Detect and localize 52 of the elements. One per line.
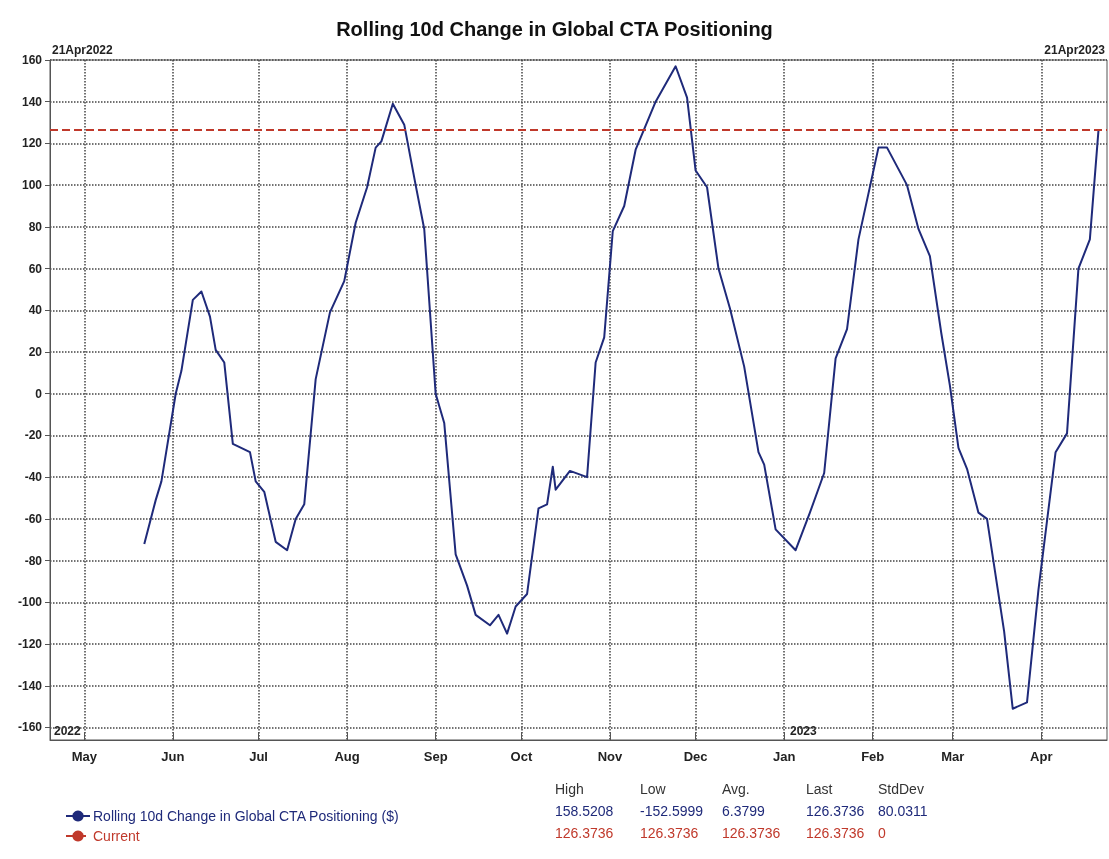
y-tick-label: -40 bbox=[24, 470, 43, 485]
legend-label: Rolling 10d Change in Global CTA Positioning ($) bbox=[93, 808, 399, 824]
y-tick-label: 80 bbox=[28, 219, 43, 234]
y-tick-label: 160 bbox=[21, 53, 43, 67]
x-tick-label: Feb bbox=[861, 749, 885, 764]
y-tick-label: 60 bbox=[28, 261, 43, 276]
x-tick-label: Sep bbox=[423, 749, 448, 764]
chart-title: Rolling 10d Change in Global CTA Positioning bbox=[336, 18, 773, 40]
x-tick-label: Jul bbox=[249, 749, 268, 764]
text: StdDev bbox=[878, 781, 924, 797]
x-tick-label: Nov bbox=[597, 749, 623, 764]
y-tick-label: 140 bbox=[21, 94, 43, 109]
text: 126.3736 bbox=[640, 825, 699, 841]
text: Last bbox=[806, 781, 833, 797]
x-tick-label: Dec bbox=[683, 749, 708, 764]
y-tick-label: -140 bbox=[17, 678, 43, 693]
x-tick-label: Mar bbox=[941, 749, 965, 764]
y-tick-label: 20 bbox=[28, 345, 43, 360]
annotation: 2022 bbox=[54, 724, 82, 738]
text: 126.3736 bbox=[806, 803, 865, 819]
text: 0 bbox=[878, 825, 886, 841]
x-tick-label: May bbox=[71, 749, 98, 764]
text: 126.3736 bbox=[806, 825, 865, 841]
text: 21Apr2022 bbox=[52, 43, 114, 57]
text: 126.3736 bbox=[722, 825, 781, 841]
y-tick-label: -100 bbox=[17, 595, 43, 610]
y-tick-label: 40 bbox=[28, 303, 43, 318]
text: Low bbox=[640, 781, 667, 797]
y-tick-label: 120 bbox=[21, 136, 43, 151]
x-tick-label: Jan bbox=[772, 749, 796, 764]
text: Avg. bbox=[722, 781, 750, 797]
text: 158.5208 bbox=[555, 803, 614, 819]
text: 6.3799 bbox=[722, 803, 766, 819]
text: 21Apr2023 bbox=[1044, 43, 1106, 57]
text: High bbox=[555, 781, 584, 797]
line-series bbox=[143, 65, 1100, 710]
x-tick-label: Apr bbox=[1030, 749, 1053, 764]
x-tick-label: Jun bbox=[161, 749, 185, 764]
legend-label: Current bbox=[93, 828, 140, 844]
x-tick-label: Aug bbox=[334, 749, 360, 764]
y-tick-label: -120 bbox=[17, 637, 43, 652]
annotation: 2023 bbox=[790, 724, 818, 738]
x-tick-label: Oct bbox=[510, 749, 533, 764]
y-tick-label: 100 bbox=[21, 178, 43, 193]
y-tick-label: -160 bbox=[17, 720, 43, 735]
y-tick-label: 0 bbox=[35, 386, 43, 401]
y-tick-label: -20 bbox=[24, 428, 43, 443]
text: 80.0311 bbox=[878, 803, 928, 819]
y-tick-label: -60 bbox=[24, 511, 43, 526]
text: 126.3736 bbox=[555, 825, 614, 841]
y-tick-label: -80 bbox=[24, 553, 43, 568]
text: -152.5999 bbox=[640, 803, 704, 819]
